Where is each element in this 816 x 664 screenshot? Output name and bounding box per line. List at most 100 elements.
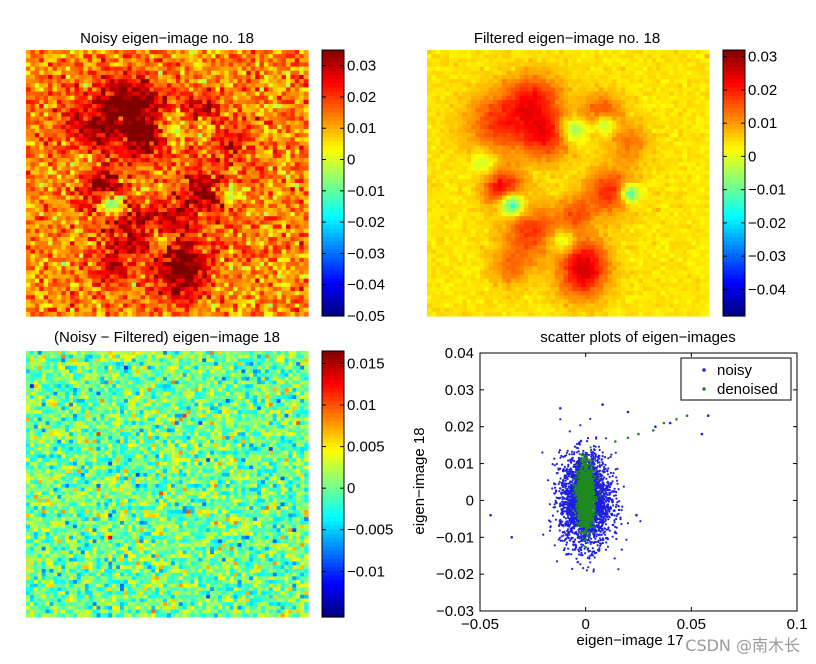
- heatmap-cell: [435, 50, 441, 55]
- colorbar1-band: [322, 99, 344, 105]
- heatmap-cell: [228, 79, 234, 84]
- heatmap-cell: [246, 195, 252, 201]
- heatmap-cell: [153, 224, 159, 230]
- heatmap-cell: [78, 87, 84, 93]
- heatmap-cell: [61, 299, 67, 305]
- heatmap-cell: [48, 245, 54, 251]
- heatmap-cell: [167, 62, 173, 68]
- heatmap-cell: [171, 178, 177, 184]
- heatmap-cell: [83, 307, 89, 313]
- heatmap-cell: [479, 74, 485, 80]
- heatmap-cell: [180, 270, 186, 276]
- heatmap-cell: [61, 83, 67, 89]
- heatmap-cell: [87, 99, 93, 105]
- heatmap-cell: [83, 216, 89, 222]
- heatmap-cell: [39, 291, 45, 296]
- heatmap-cell: [184, 79, 190, 84]
- heatmap-cell: [523, 70, 529, 76]
- heatmap-cell: [109, 266, 115, 271]
- heatmap-cell: [259, 274, 265, 280]
- heatmap-cell: [26, 133, 32, 138]
- heatmap-cell: [691, 62, 697, 68]
- heatmap-cell: [52, 83, 58, 89]
- heatmap-cell: [449, 62, 455, 68]
- heatmap-cell: [43, 83, 49, 89]
- heatmap-cell: [78, 224, 84, 230]
- heatmap-cell: [612, 87, 618, 93]
- heatmap-cell: [136, 187, 142, 192]
- heatmap-cell: [118, 170, 124, 176]
- heatmap-cell: [162, 62, 168, 68]
- heatmap-cell: [30, 112, 36, 118]
- heatmap-cell: [100, 249, 106, 255]
- heatmap-cell: [277, 212, 283, 217]
- heatmap-cell: [206, 174, 212, 180]
- heatmap-cell: [277, 128, 283, 134]
- heatmap-cell: [105, 91, 111, 97]
- heatmap-cell: [651, 70, 657, 76]
- heatmap-cell: [246, 66, 252, 72]
- heatmap-cell: [219, 62, 225, 68]
- heatmap-cell: [277, 74, 283, 80]
- heatmap-cell: [114, 266, 120, 271]
- heatmap-cell: [175, 128, 181, 134]
- heatmap-cell: [215, 303, 221, 309]
- heatmap-cell: [61, 228, 67, 234]
- heatmap-cell: [255, 270, 261, 276]
- heatmap-cell: [219, 116, 225, 122]
- heatmap-cell: [127, 199, 133, 205]
- heatmap-cell: [92, 207, 98, 213]
- heatmap-cell: [457, 99, 463, 105]
- heatmap-cell: [175, 124, 181, 130]
- heatmap-cell: [211, 162, 217, 167]
- heatmap-cell: [56, 307, 62, 313]
- heatmap-cell: [202, 220, 208, 226]
- heatmap-cell: [528, 79, 534, 84]
- heatmap-cell: [184, 224, 190, 230]
- heatmap-cell: [74, 108, 80, 113]
- heatmap-cell: [277, 270, 283, 276]
- heatmap-cell: [43, 158, 49, 163]
- heatmap-cell: [497, 50, 503, 55]
- heatmap-cell: [189, 149, 195, 155]
- heatmap-cell: [92, 162, 98, 167]
- heatmap-cell: [202, 116, 208, 122]
- heatmap-cell: [43, 257, 49, 263]
- heatmap-cell: [30, 191, 36, 197]
- heatmap-cell: [294, 174, 300, 180]
- heatmap-cell: [678, 54, 684, 59]
- heatmap-cell: [180, 295, 186, 300]
- heatmap-cell: [153, 162, 159, 167]
- heatmap-cell: [189, 66, 195, 72]
- heatmap-cell: [519, 58, 525, 64]
- heatmap-cell: [140, 62, 146, 68]
- heatmap-cell: [180, 137, 186, 143]
- heatmap-cell: [127, 116, 133, 122]
- heatmap-cell: [294, 270, 300, 276]
- heatmap-cell: [48, 195, 54, 201]
- heatmap-cell: [656, 58, 662, 64]
- heatmap-cell: [303, 274, 309, 280]
- heatmap-cell: [268, 153, 274, 159]
- heatmap-cell: [48, 216, 54, 222]
- heatmap-cell: [96, 54, 102, 59]
- heatmap-cell: [673, 95, 679, 101]
- heatmap-cell: [444, 83, 450, 89]
- heatmap-cell: [669, 54, 675, 59]
- heatmap-cell: [149, 116, 155, 122]
- heatmap-cell: [78, 191, 84, 197]
- heatmap-cell: [43, 95, 49, 101]
- heatmap-cell: [285, 116, 291, 122]
- heatmap-cell: [272, 99, 278, 105]
- heatmap-cell: [171, 286, 177, 292]
- heatmap-cell: [241, 278, 247, 284]
- heatmap-cell: [153, 174, 159, 180]
- heatmap-cell: [246, 83, 252, 89]
- heatmap-cell: [568, 91, 574, 97]
- heatmap-cell: [180, 224, 186, 230]
- heatmap-cell: [651, 87, 657, 93]
- heatmap-cell: [171, 62, 177, 68]
- heatmap-cell: [153, 245, 159, 251]
- heatmap-cell: [140, 299, 146, 305]
- heatmap-cell: [197, 245, 203, 251]
